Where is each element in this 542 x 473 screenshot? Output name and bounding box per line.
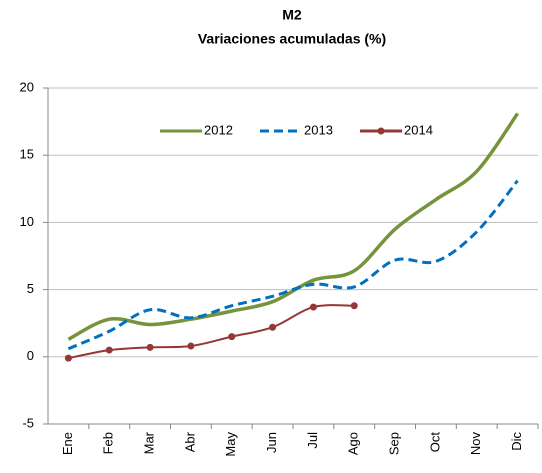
point (146, 343, 154, 351)
x-tick-label: Jul (305, 432, 320, 449)
y-tick-label: 5 (27, 281, 34, 296)
x-tick-label: May (223, 432, 238, 457)
point (64, 354, 72, 362)
legend-label: 2013 (304, 122, 333, 137)
y-tick-label: 20 (20, 79, 34, 94)
point (269, 323, 277, 331)
point (350, 302, 358, 310)
y-tick-label: 0 (27, 348, 34, 363)
legend-marker (377, 127, 385, 135)
y-tick-label: -5 (22, 415, 34, 430)
point (105, 346, 113, 354)
x-tick-label: Ago (346, 432, 361, 455)
x-tick-label: Dic (509, 432, 524, 451)
x-tick-label: Ene (60, 432, 75, 455)
x-tick-label: Jun (264, 432, 279, 453)
legend-label: 2012 (204, 122, 233, 137)
x-tick-label: Nov (468, 432, 483, 456)
legend-label: 2014 (404, 122, 433, 137)
point (309, 303, 317, 311)
chart-title: M2 (282, 7, 302, 23)
y-tick-label: 15 (20, 147, 34, 162)
chart-subtitle: Variaciones acumuladas (%) (198, 31, 386, 47)
line-series (67, 112, 520, 341)
x-tick-label: Oct (427, 432, 442, 453)
point (228, 333, 236, 341)
x-tick-label: Feb (101, 432, 116, 454)
line-series (67, 179, 519, 351)
y-tick-label: 10 (20, 214, 34, 229)
x-tick-label: Mar (142, 431, 157, 454)
x-tick-label: Sep (387, 432, 402, 455)
x-tick-label: Abr (182, 431, 197, 452)
point (187, 342, 195, 350)
